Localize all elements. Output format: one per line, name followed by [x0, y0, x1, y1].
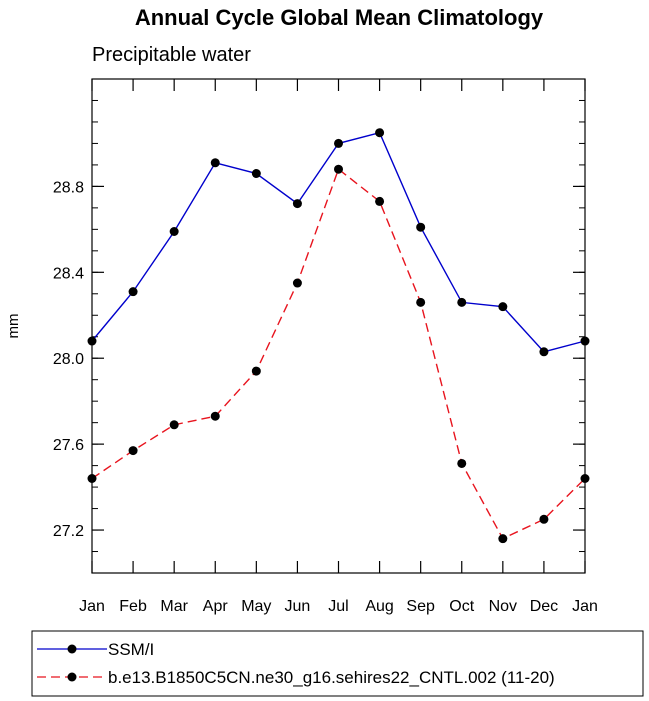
series-0-point [539, 347, 549, 357]
y-axis: 27.2 27.6 28.0 28.4 28.8 [53, 78, 585, 574]
x-tick-label: May [241, 598, 271, 615]
chart-title: Annual Cycle Global Mean Climatology [135, 5, 544, 30]
series-1-point [210, 411, 220, 421]
x-tick-label: Jun [285, 598, 311, 615]
legend-box [31, 630, 644, 697]
x-tick-label: Oct [449, 598, 474, 615]
x-tick-label: Aug [365, 598, 393, 615]
legend-entry-model: b.e13.B1850C5CN.ne30_g16.sehires22_CNTL.… [37, 668, 555, 687]
legend-marker-model [67, 672, 77, 682]
legend-label-model: b.e13.B1850C5CN.ne30_g16.sehires22_CNTL.… [108, 668, 555, 687]
x-tick-label: Jul [328, 598, 348, 615]
series-0-point [210, 158, 220, 168]
x-tick-label: Jan [572, 598, 598, 615]
series-line-1 [91, 168, 586, 540]
series-0-point [87, 336, 97, 346]
x-tick-label: Mar [160, 598, 188, 615]
series-1-point [375, 196, 385, 206]
series-1-point [416, 297, 426, 307]
series-0-point [169, 226, 179, 236]
series-1-point [169, 420, 179, 430]
series-1-point [498, 534, 508, 544]
series-1-point [251, 366, 261, 376]
series-0-point [251, 169, 261, 179]
plot-frame [91, 78, 586, 574]
x-tick-label: Feb [119, 598, 147, 615]
series-1-point [334, 164, 343, 174]
series-0-point [498, 302, 508, 312]
x-tick-label: Jan [79, 598, 105, 615]
series-0-point [580, 336, 590, 346]
series-0-point [292, 199, 302, 209]
series-0-point [375, 128, 385, 138]
series-1-point [292, 278, 302, 288]
legend-entry-ssmi: SSM/I [37, 640, 154, 659]
series-1-point [539, 514, 549, 524]
x-axis: Jan Feb Mar Apr May Jun Jul Aug Sep Oct Nov Dec Jan [79, 79, 598, 615]
x-tick-label: Sep [406, 598, 435, 615]
x-tick-label: Apr [203, 598, 229, 615]
series-0-point [457, 297, 467, 307]
series-1-point [457, 458, 467, 468]
series-layer [87, 128, 590, 544]
y-axis-label: mm [5, 314, 22, 339]
x-tick-label: Nov [489, 598, 517, 615]
y-tick-label: 28.8 [53, 179, 84, 196]
y-tick-label: 27.6 [53, 437, 84, 454]
series-0-point [128, 287, 138, 297]
series-1-point [87, 473, 97, 483]
series-1-point [580, 473, 590, 483]
series-1-point [128, 446, 138, 456]
legend-marker-ssmi [67, 644, 77, 654]
y-tick-label: 28.0 [53, 351, 84, 368]
series-0-point [334, 138, 343, 148]
y-tick-label: 28.4 [53, 265, 84, 282]
series-0-point [416, 222, 426, 232]
chart-subtitle: Precipitable water [92, 44, 251, 66]
x-tick-label: Dec [530, 598, 558, 615]
y-tick-label: 27.2 [53, 523, 84, 540]
plot-border [91, 78, 586, 574]
legend-label-ssmi: SSM/I [108, 640, 154, 659]
